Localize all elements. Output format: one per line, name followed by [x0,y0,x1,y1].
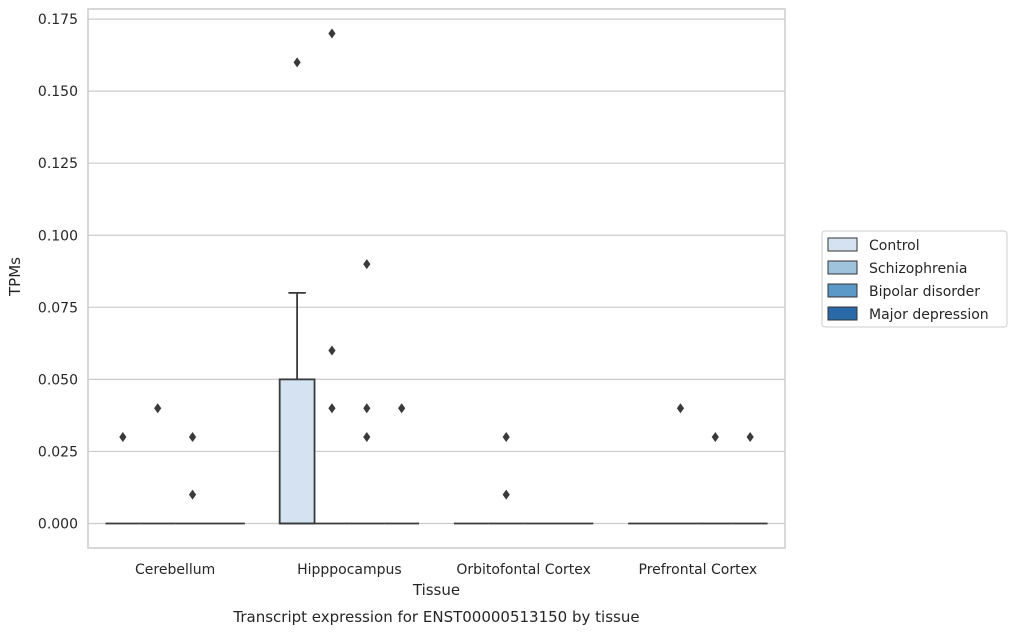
outlier-point [119,432,127,443]
outlier-point [293,57,301,68]
legend-swatch [827,306,858,321]
legend-label: Control [869,238,920,254]
outlier-point [676,403,685,414]
outlier-point [328,403,336,414]
y-tick-label: 0.025 [38,444,78,460]
y-axis-label: TPMs [6,257,24,297]
box-1-2 [349,259,385,525]
outlier-point [502,432,510,443]
outlier-point [328,345,336,356]
y-tick-label: 0.150 [38,84,78,100]
grid-lines [88,18,785,525]
data-layer [105,28,768,525]
outlier-point [746,432,754,443]
y-tick-label: 0.100 [38,228,78,244]
box-0-0 [105,432,141,525]
x-tick-label: Prefrontal Cortex [639,562,758,578]
y-tick-label: 0.125 [38,156,78,172]
box-3-2 [697,432,733,525]
legend-label: Schizophrenia [869,261,967,277]
outlier-point [363,259,371,270]
legend-swatch [827,237,858,252]
y-tick-label: 0.000 [38,517,78,533]
y-tick-label: 0.050 [38,372,78,388]
box-1-0 [278,57,316,525]
box-1-1 [314,28,350,525]
legend-swatch [827,260,858,275]
outlier-point [363,403,371,414]
x-axis-label: Tissue [412,581,460,599]
outlier-point [188,432,197,443]
outlier-point [711,432,719,443]
legend-label: Bipolar disorder [869,284,980,300]
legend: Control Schizophrenia Bipolar disorder Majo… [821,230,1008,328]
box-0-1 [140,403,176,525]
box-3-1 [663,403,698,525]
chart-title: Transcript expression for ENST0000051315… [232,608,639,626]
box-body [278,378,316,525]
outlier-point [502,489,510,500]
box-1-3 [384,403,420,525]
outlier-point [398,403,406,414]
legend-frame [821,230,1008,328]
box-3-3 [732,432,768,525]
outlier-point [188,489,197,500]
legend-label: Major depression [869,307,989,323]
outlier-point [154,403,162,414]
x-tick-label: Hipppocampus [297,562,402,578]
y-tick-label: 0.075 [38,300,78,316]
outlier-point [363,432,371,443]
outlier-point [328,28,336,39]
x-tick-label: Cerebellum [135,562,215,578]
box-0-2 [175,432,210,525]
y-tick-label: 0.175 [38,12,78,28]
axis-ticks: 0.000 0.025 0.050 0.075 0.100 0.125 0.150 0.175… [38,12,757,578]
box-2-1 [488,432,524,525]
plot-frame [87,8,786,549]
x-tick-label: Orbitofontal Cortex [456,562,591,578]
legend-swatch [827,283,858,298]
